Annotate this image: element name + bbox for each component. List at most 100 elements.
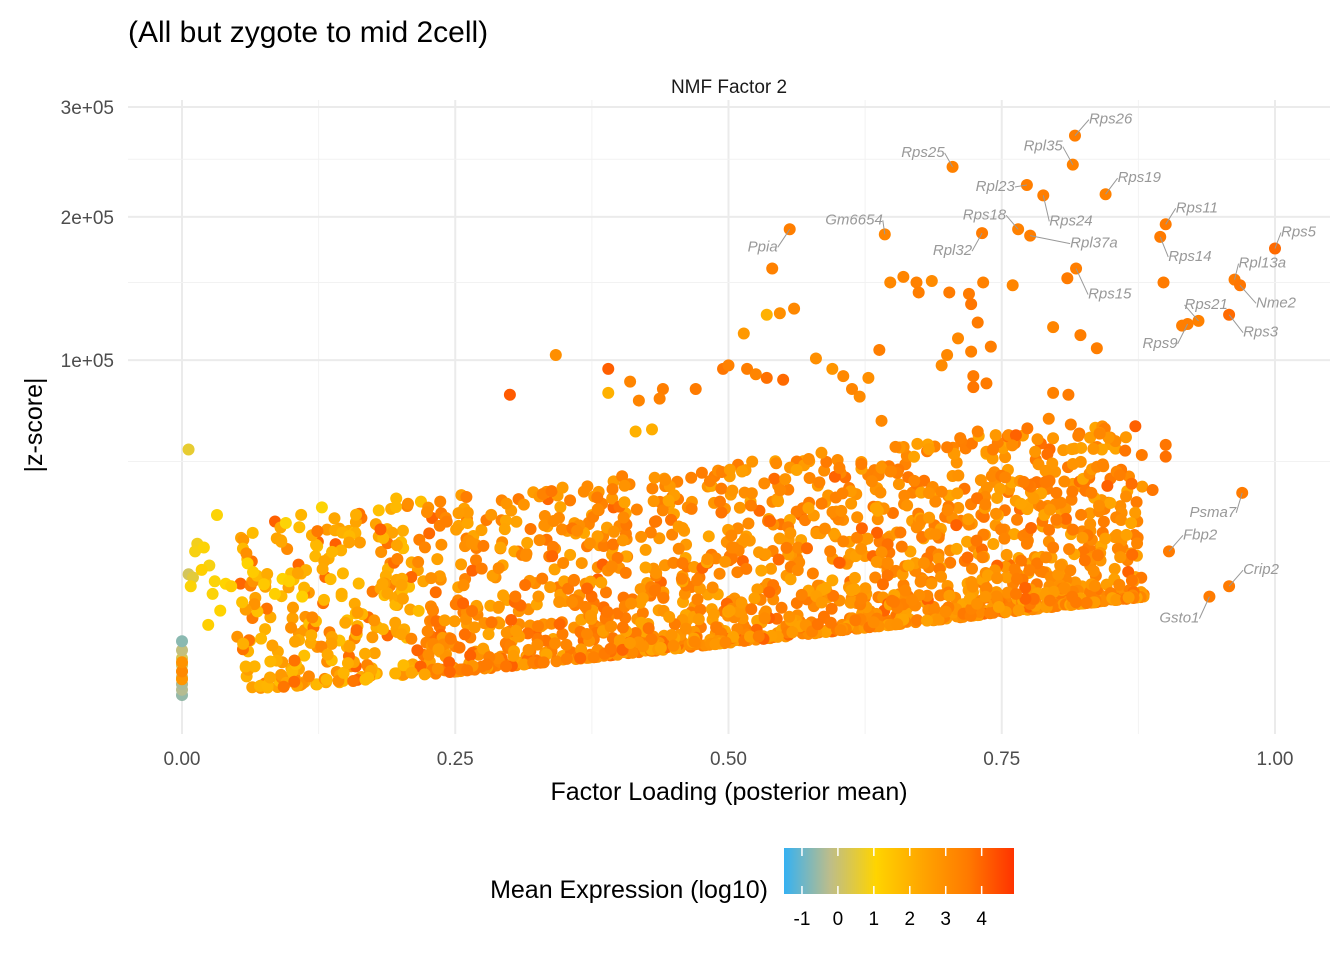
data-point [234, 577, 247, 590]
data-point [650, 566, 663, 579]
data-point [1039, 464, 1052, 477]
data-point [197, 541, 210, 554]
data-point [1072, 429, 1085, 442]
data-point [298, 649, 311, 662]
data-point [991, 491, 1004, 504]
data-point [293, 521, 306, 534]
data-point [828, 527, 841, 540]
data-point [1008, 563, 1021, 576]
data-point [912, 286, 925, 299]
data-point [950, 542, 963, 555]
data-point [881, 556, 894, 569]
y-tick-label: 1e+05 [61, 351, 114, 372]
data-point [618, 496, 631, 509]
data-point [532, 590, 545, 603]
data-point [560, 652, 573, 665]
data-point [922, 486, 935, 499]
data-point [648, 471, 661, 484]
data-point [1093, 427, 1106, 440]
data-point [461, 517, 474, 530]
data-point [396, 592, 409, 605]
data-point [1020, 537, 1033, 550]
data-point [827, 589, 840, 602]
data-point [524, 523, 537, 536]
data-point [1114, 551, 1127, 564]
data-point [325, 637, 338, 650]
data-point [663, 610, 676, 623]
label-leader-line [1105, 177, 1118, 195]
data-point [564, 548, 577, 561]
data-point [347, 675, 360, 688]
data-point [182, 443, 195, 456]
data-point [195, 563, 208, 576]
data-point [929, 528, 942, 541]
data-point [727, 541, 740, 554]
data-point [763, 515, 776, 528]
data-point [469, 554, 482, 567]
data-point [537, 656, 550, 669]
data-point [1083, 507, 1096, 520]
legend-tick-label: 4 [976, 909, 987, 930]
data-point [849, 614, 862, 627]
data-point [1070, 596, 1083, 609]
data-point [475, 562, 488, 575]
data-point [616, 470, 629, 483]
data-point [500, 626, 513, 639]
data-point [639, 543, 652, 556]
data-point [850, 531, 863, 544]
data-point [389, 667, 402, 680]
data-point [645, 633, 658, 646]
data-point [1047, 432, 1060, 445]
data-point [1027, 592, 1040, 605]
data-point [1014, 497, 1027, 510]
data-point [834, 624, 847, 637]
data-point [1088, 579, 1101, 592]
data-point [1031, 433, 1044, 446]
data-point [763, 586, 776, 599]
data-point [1039, 475, 1052, 488]
data-point [790, 464, 803, 477]
data-point [835, 504, 848, 517]
data-point [421, 506, 434, 519]
data-point [606, 483, 619, 496]
data-point [461, 664, 474, 677]
data-point [921, 614, 934, 627]
data-point [564, 494, 577, 507]
data-point [503, 388, 516, 401]
data-point [981, 569, 994, 582]
data-point [962, 513, 975, 526]
data-point [553, 618, 566, 631]
data-point [910, 276, 923, 289]
data-point [855, 592, 868, 605]
data-point [688, 635, 701, 648]
data-point [990, 507, 1003, 520]
data-point [1091, 549, 1104, 562]
data-point [853, 390, 866, 403]
data-point [538, 509, 551, 522]
data-point [1023, 564, 1036, 577]
data-point [1009, 587, 1022, 600]
data-point [268, 587, 281, 600]
data-point [266, 639, 279, 652]
data-point [1043, 524, 1056, 537]
data-point [1019, 592, 1032, 605]
data-point [846, 383, 859, 396]
data-point [591, 503, 604, 516]
data-point [460, 490, 473, 503]
data-point [1063, 543, 1076, 556]
data-point [452, 507, 465, 520]
data-point [865, 475, 878, 488]
data-point [911, 614, 924, 627]
data-point [623, 637, 636, 650]
data-point [498, 523, 511, 536]
data-point [746, 455, 759, 468]
data-point [466, 564, 479, 577]
data-point [985, 470, 998, 483]
data-point [577, 485, 590, 498]
data-point [886, 507, 899, 520]
data-point [656, 383, 669, 396]
data-point [571, 524, 584, 537]
point-label: Gsto1 [1159, 610, 1199, 627]
point-label: Rps3 [1243, 324, 1279, 341]
data-point [275, 535, 288, 548]
